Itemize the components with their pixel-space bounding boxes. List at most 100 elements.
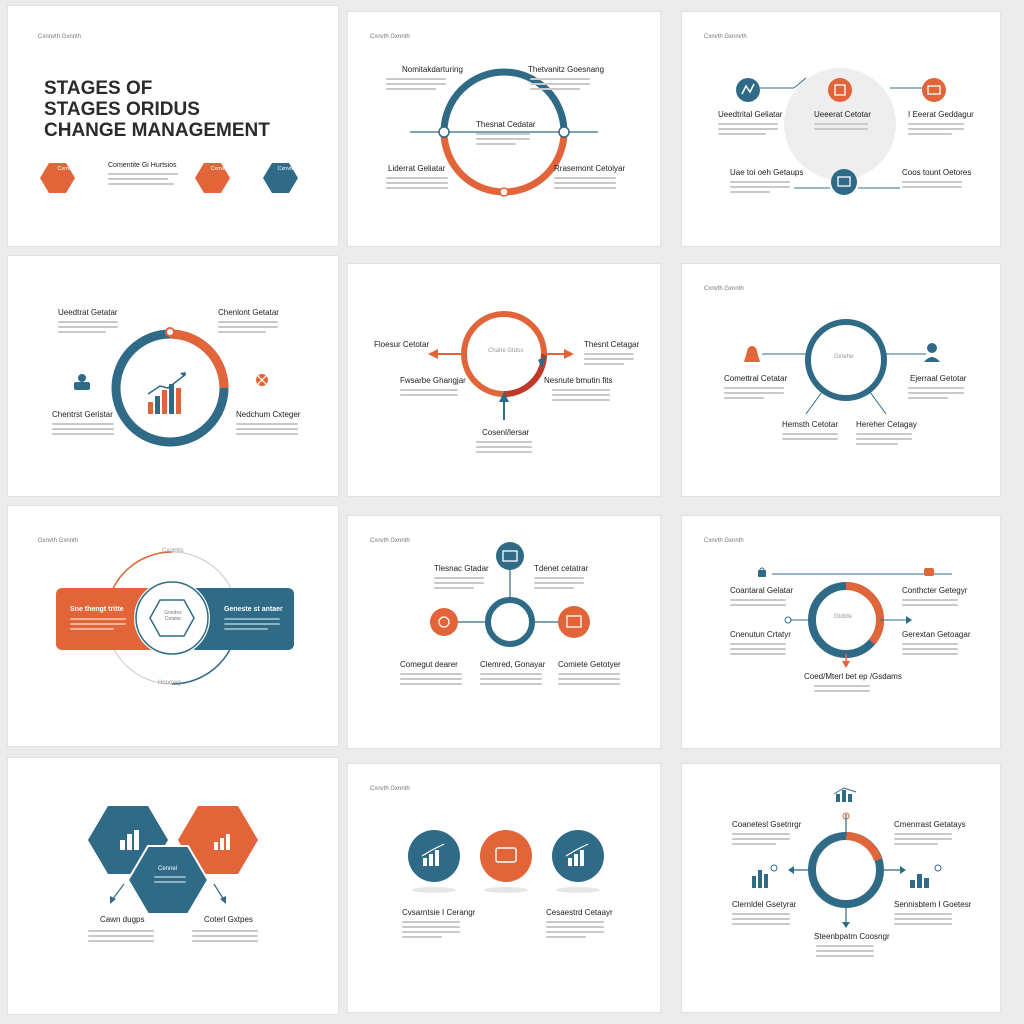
stage-label: Ueedtrat Getatar (58, 308, 118, 317)
panel-label: Geneste st antaer (224, 606, 283, 613)
title-line-2: STAGES ORIDUS (44, 99, 200, 120)
stage-label: Coantaral Gelatar (730, 586, 794, 595)
text-placeholder (154, 876, 186, 886)
stage-label: Liderrat Geliatar (388, 164, 446, 173)
text-placeholder (814, 685, 870, 695)
text-placeholder (52, 423, 114, 438)
text-placeholder (730, 181, 790, 196)
icon-circle (408, 830, 460, 882)
slide-tag: Cxnvth Gxnnvth (704, 34, 747, 40)
slide-8[interactable]: Cxnvth Gxnnth Tlesnac Gtadar Tdenet ceta… (348, 516, 660, 748)
stage-label: Coed/Mterl bet ep /Gsdams (804, 672, 902, 681)
slide-tag: Cxnvth Gxnnth (370, 786, 410, 792)
text-placeholder (70, 618, 126, 633)
center-label: Thesnat Cedatar (476, 120, 536, 129)
stage-label: Cesaestrd Cetaayr (546, 908, 613, 917)
slide-1-graphic (40, 163, 298, 193)
text-placeholder (480, 673, 542, 688)
text-placeholder (902, 643, 958, 658)
hex-teal-center (126, 845, 210, 915)
text-placeholder (816, 945, 874, 960)
text-placeholder (902, 181, 962, 191)
slide-11-graphic (408, 830, 604, 893)
icon-circle (922, 78, 946, 102)
stage-label: Uae toi oeh Getaups (730, 168, 804, 177)
slide-4[interactable]: Ueedtrat Getatar Chenlont Getatar Chentr… (8, 256, 338, 496)
slide-11[interactable]: Cxnvth Gxnnth Cvsarntsie I Cerangr Cesae… (348, 764, 660, 1012)
center-label: Cennel (158, 866, 178, 872)
stage-label: Chentrst Geristar (52, 410, 113, 419)
stage-label: Nesnute bmutin fits (544, 376, 613, 385)
slide-2-graphic (410, 68, 598, 197)
icon-circle (828, 78, 852, 102)
slide-12[interactable]: Coanetesl Gsetnrgr Cmenrrast Getatays Cl… (682, 764, 1000, 1012)
stage-label: Cmenrrast Getatays (894, 820, 966, 829)
text-placeholder (908, 123, 964, 138)
text-placeholder (554, 177, 616, 192)
slide-8-graphic (430, 542, 590, 647)
text-placeholder (218, 321, 278, 336)
stage-label: Hemsth Cetotar (782, 420, 839, 429)
hex-label: Cxnvthw (277, 166, 299, 172)
text-placeholder (856, 433, 912, 448)
stage-label: Chenlont Getatar (218, 308, 279, 317)
hex-orange-2 (195, 163, 230, 193)
slide-tag: Cxnvth Gxnnth (704, 286, 744, 292)
text-placeholder (402, 921, 460, 941)
hex-teal-1 (263, 163, 298, 193)
slide-6[interactable]: Cxnvth Gxnnth Gxtehe Comettral Cetatar E… (682, 264, 1000, 496)
stage-label: Clernldel Gsetyrar (732, 900, 797, 909)
stage-label: Ueeerat Cetotar (814, 110, 871, 119)
slide-1[interactable]: Cxnnvth Gxnnth STAGES OF STAGES ORIDUS C… (8, 6, 338, 246)
text-placeholder (558, 673, 620, 688)
slide-5[interactable]: Floesur Cetotar Thesnt Cetagar Fwsarbe G… (348, 264, 660, 496)
text-placeholder (530, 78, 590, 93)
text-placeholder (476, 133, 530, 148)
hex-label: Cxnvthw (210, 166, 232, 172)
center-label: Gxtehe (834, 354, 854, 360)
slide-5-graphic (428, 311, 574, 420)
text-placeholder (732, 833, 790, 848)
stage-label: Sennisbtem I Goetesr (894, 900, 972, 909)
center-label: Gtdtde (834, 614, 853, 620)
text-placeholder (434, 577, 484, 592)
text-placeholder (476, 441, 532, 456)
text-placeholder (88, 930, 154, 945)
text-placeholder (584, 353, 634, 368)
stage-label: Nomitakdarturing (402, 65, 463, 74)
stage-label: Comiete Getotyer (558, 660, 621, 669)
slide-tag: Cxnvth Gxnnth (370, 538, 410, 544)
stage-label: Coos tount Oetores (902, 168, 972, 177)
text-placeholder (108, 173, 178, 188)
stage-label: Cvsarntsie I Cerangr (402, 908, 476, 917)
text-placeholder (58, 321, 118, 336)
center-label: Gnedns Cetatar (164, 610, 182, 622)
slide-3[interactable]: Cxnvth Gxnnvth Ueedtrital Geliatar Ueeer… (682, 12, 1000, 246)
stage-label: I Eeerat Geddagur (908, 110, 974, 119)
text-placeholder (814, 123, 868, 133)
text-placeholder (732, 913, 790, 928)
slide-9[interactable]: Cxnvth Gxnnth Gtdtde Coantaral Gelatar C… (682, 516, 1000, 748)
top-label: Cxotntis (162, 548, 184, 554)
stage-label: Fwsarbe Ghangjar (400, 376, 466, 385)
stage-label: Gerextan Getoagar (902, 630, 971, 639)
text-placeholder (552, 389, 610, 404)
title-line-1: STAGES OF (44, 78, 153, 99)
slide-7[interactable]: Gxnvth Gxnnth Cxotntis Hnomeg Sne thengt… (8, 506, 338, 746)
hex-orange-right (178, 806, 258, 874)
bottom-label: Hnomeg (158, 680, 181, 686)
slide-10[interactable]: Cennel Cawn dugps Coterl Gxtpes (8, 758, 338, 1014)
text-placeholder (718, 123, 778, 138)
stage-label: Nedchum Cxteger (236, 410, 301, 419)
slide-2[interactable]: Cxnvth Gxnnth Nomitakdarturing Thetvanit… (348, 12, 660, 246)
icon-circle (430, 608, 458, 636)
stage-label: Cnenutun Crtatyr (730, 630, 791, 639)
text-placeholder (386, 78, 446, 93)
stage-label: Comettral Cetatar (724, 374, 788, 383)
text-placeholder (724, 387, 784, 402)
text-placeholder (192, 930, 258, 945)
item-label: Comentite Gi Hurtsios (108, 162, 177, 169)
text-placeholder (782, 433, 838, 443)
stage-label: Ejerraal Getotar (910, 374, 967, 383)
slide-tag: Cxnvth Gxnnth (704, 538, 744, 544)
